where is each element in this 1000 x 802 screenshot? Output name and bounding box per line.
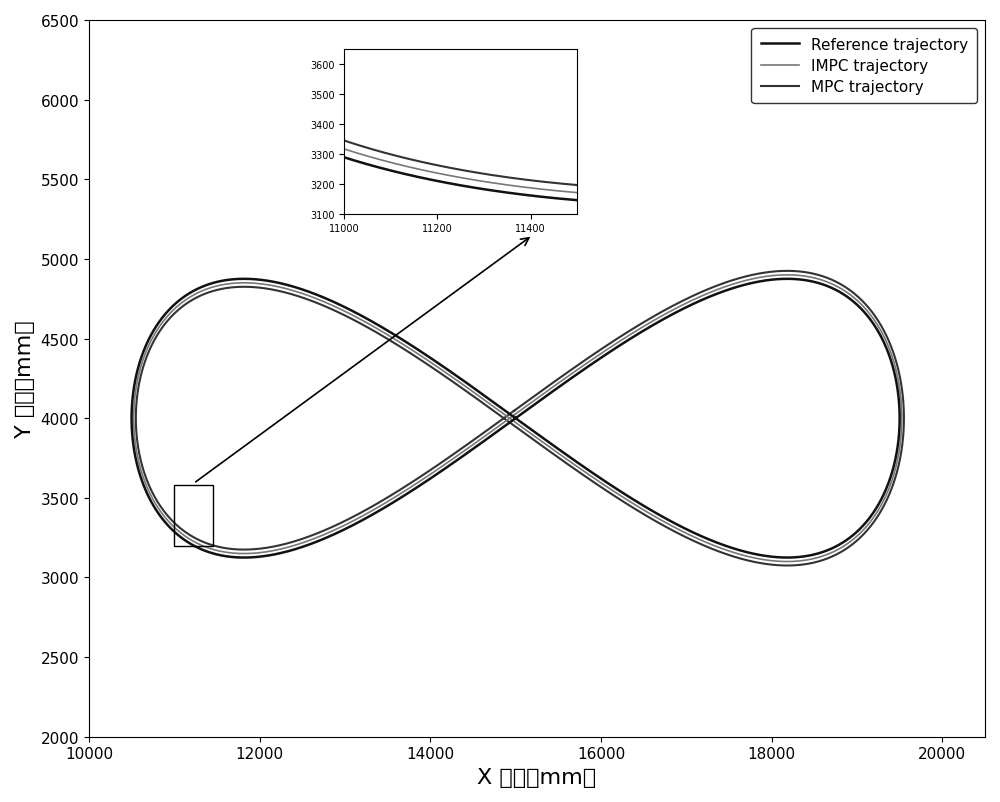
Reference trajectory: [679, 525, 691, 534]
Reference trajectory: [781, 274, 793, 284]
X-axis label: X 位置（mm）: X 位置（mm）: [477, 767, 597, 787]
IMPC trajectory: [765, 556, 777, 565]
Y-axis label: Y 位置（mm）: Y 位置（mm）: [15, 320, 35, 438]
IMPC trajectory: [851, 297, 863, 306]
IMPC trajectory: [781, 271, 793, 281]
MPC trajectory: [462, 439, 474, 449]
IMPC trajectory: [678, 528, 690, 537]
Reference trajectory: [762, 276, 774, 286]
Line: IMPC trajectory: IMPC trajectory: [134, 276, 902, 562]
Reference trajectory: [235, 553, 247, 563]
IMPC trajectory: [509, 410, 521, 419]
IMPC trajectory: [463, 443, 475, 452]
MPC trajectory: [508, 407, 520, 416]
IMPC trajectory: [235, 549, 247, 559]
MPC trajectory: [765, 560, 777, 569]
Reference trajectory: [510, 414, 522, 423]
Reference trajectory: [464, 447, 476, 456]
MPC trajectory: [781, 267, 793, 277]
Reference trajectory: [850, 300, 862, 310]
Legend: Reference trajectory, IMPC trajectory, MPC trajectory: Reference trajectory, IMPC trajectory, M…: [751, 29, 977, 104]
MPC trajectory: [678, 532, 690, 541]
MPC trajectory: [762, 268, 774, 277]
Reference trajectory: [238, 553, 250, 563]
Bar: [174, 485, 213, 546]
IMPC trajectory: [509, 410, 521, 419]
Reference trajectory: [766, 553, 778, 562]
MPC trajectory: [508, 407, 520, 416]
MPC trajectory: [852, 293, 864, 302]
Reference trajectory: [510, 414, 522, 423]
Line: Reference trajectory: Reference trajectory: [132, 279, 900, 558]
MPC trajectory: [235, 545, 247, 555]
MPC trajectory: [781, 561, 793, 570]
IMPC trajectory: [762, 272, 774, 282]
Line: MPC trajectory: MPC trajectory: [136, 272, 904, 565]
IMPC trajectory: [781, 557, 793, 567]
